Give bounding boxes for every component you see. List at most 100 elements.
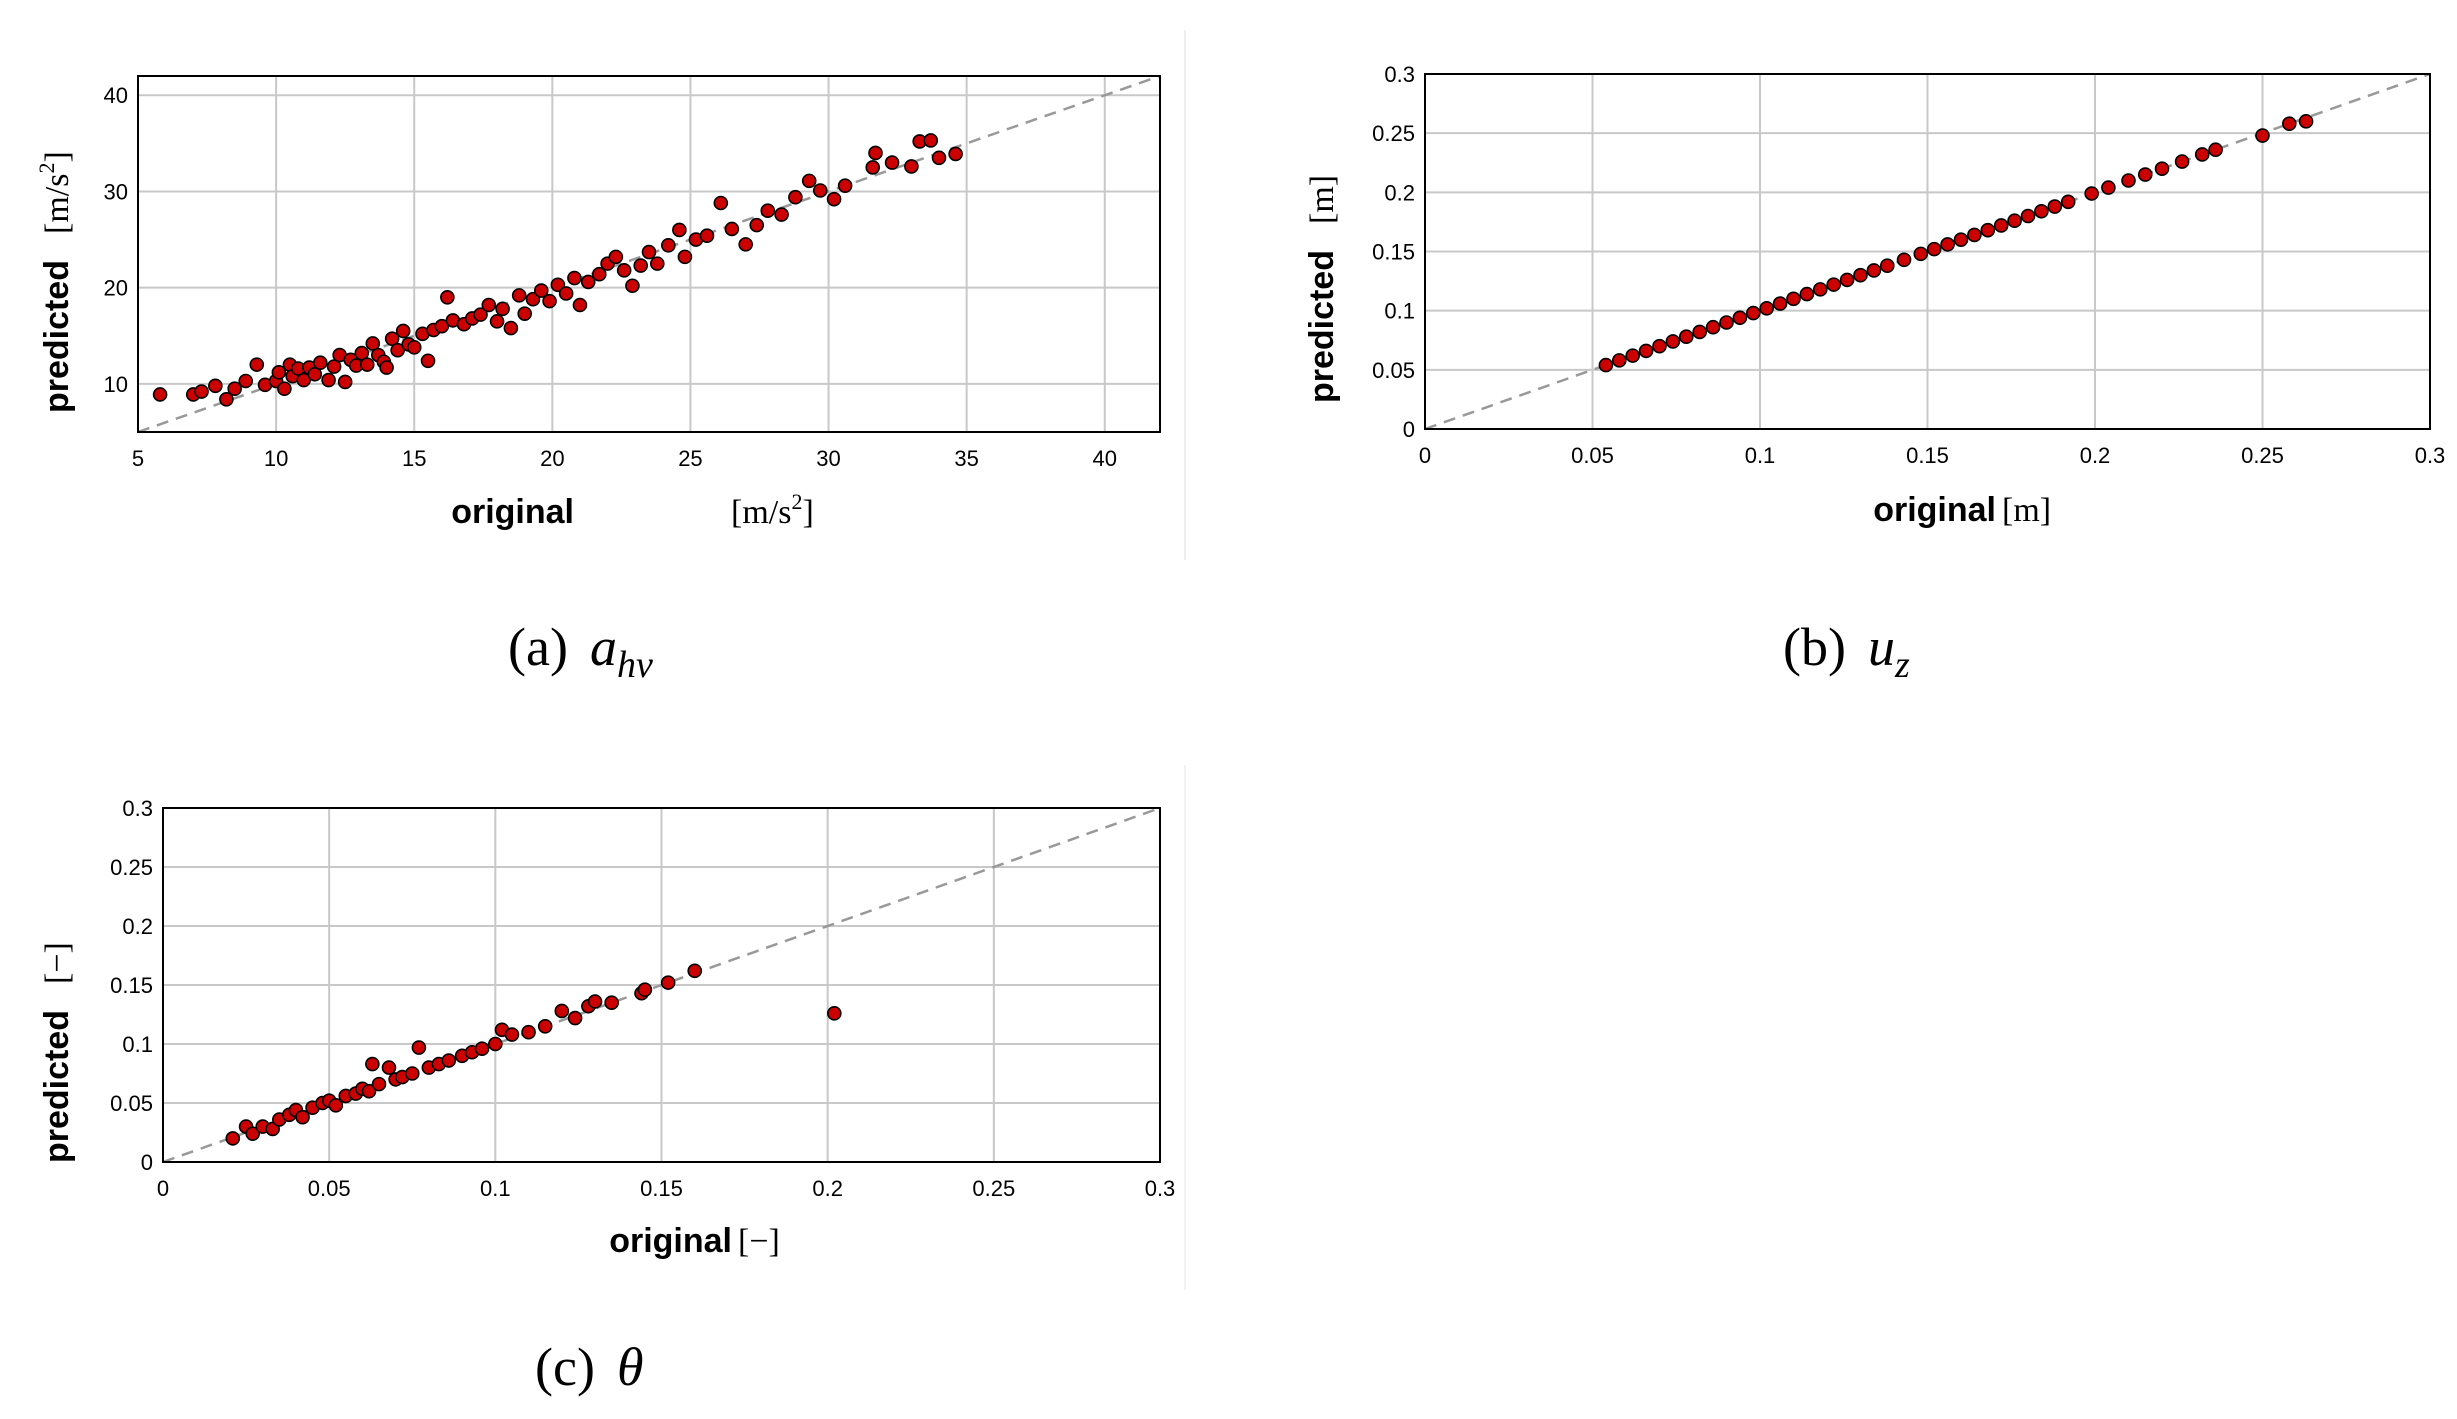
x-tick-label: 0.3 (2415, 443, 2446, 468)
data-point (381, 1060, 397, 1075)
data-point (649, 256, 665, 271)
x-tick-label: 0.2 (2080, 443, 2111, 468)
x-axis-label: original (451, 493, 574, 531)
x-tick-label: 25 (678, 446, 702, 471)
data-point (550, 277, 566, 293)
x-tick-label: 0.15 (1906, 443, 1949, 468)
data-point (774, 207, 789, 222)
data-point (1940, 237, 1955, 252)
data-point (2208, 142, 2223, 158)
data-point (249, 357, 265, 372)
data-point (660, 975, 676, 990)
data-point (884, 155, 900, 170)
data-point (827, 1006, 842, 1021)
x-tick-label: 0 (1419, 443, 1431, 468)
data-point (1980, 222, 1996, 238)
data-point (677, 249, 693, 265)
data-point (371, 1076, 387, 1092)
data-point (633, 258, 649, 273)
data-point (271, 365, 287, 380)
y-tick-label: 0.25 (110, 855, 153, 880)
data-point (1625, 348, 1640, 363)
data-point (441, 1053, 457, 1068)
data-point (865, 160, 881, 175)
x-tick-label: 40 (1093, 446, 1117, 471)
x-tick-label: 0.2 (812, 1176, 843, 1201)
data-point (337, 374, 353, 390)
data-point (411, 1040, 427, 1055)
data-point (724, 221, 740, 237)
data-point (2137, 167, 2153, 182)
data-point (1719, 315, 1734, 330)
data-point (481, 297, 497, 313)
caption-a: (a) ahv (508, 617, 653, 686)
plot-frame (1424, 73, 2431, 430)
data-point (307, 366, 323, 382)
data-point (354, 345, 370, 361)
data-point (826, 191, 842, 207)
data-point (2020, 208, 2036, 224)
data-point (1813, 282, 1828, 297)
data-point (1896, 252, 1912, 268)
data-point (390, 342, 405, 358)
x-tick-label: 15 (402, 446, 426, 471)
x-tick-label: 0.25 (2241, 443, 2284, 468)
x-tick-label: 0 (157, 1176, 169, 1201)
data-point (379, 360, 394, 375)
data-point (328, 1098, 344, 1113)
x-tick-label: 0.05 (1571, 443, 1614, 468)
data-point (2255, 128, 2270, 143)
data-point (591, 266, 607, 282)
y-tick-label: 0.2 (1384, 180, 1415, 205)
data-point (625, 278, 640, 294)
data-point (219, 391, 234, 407)
data-point (2084, 186, 2099, 201)
caption-c: (c) θ (535, 1337, 643, 1397)
data-point (1853, 267, 1868, 283)
data-point (245, 1126, 261, 1141)
data-point (687, 963, 703, 979)
data-point (152, 387, 168, 402)
data-point (521, 1024, 536, 1040)
data-point (661, 238, 676, 253)
data-point (760, 203, 776, 219)
y-tick-label: 0.05 (1372, 358, 1415, 383)
data-point (1746, 305, 1761, 321)
data-point (321, 372, 336, 388)
data-point (295, 1109, 310, 1125)
data-point (604, 995, 619, 1011)
y-axis-unit: [m/s2] (34, 151, 76, 234)
x-tick-label: 20 (540, 446, 564, 471)
x-tick-label: 0.1 (1745, 443, 1776, 468)
data-point (395, 323, 411, 339)
data-point (1826, 277, 1841, 292)
data-point (2047, 199, 2063, 214)
data-point (495, 301, 510, 317)
data-point (1866, 263, 1882, 278)
y-tick-label: 0.15 (1372, 240, 1415, 265)
data-point (2154, 161, 2170, 176)
y-tick-label: 20 (104, 276, 128, 301)
y-tick-label: 10 (104, 372, 128, 397)
data-point (837, 178, 853, 193)
data-point (904, 159, 919, 174)
x-tick-label: 0.25 (972, 1176, 1015, 1201)
data-point (365, 336, 381, 351)
x-axis-unit: [m/s2] (731, 489, 814, 531)
y-tick-label: 0.3 (1384, 62, 1415, 87)
x-tick-label: 0.15 (640, 1176, 683, 1201)
data-point (1598, 357, 1614, 373)
data-point (1759, 300, 1774, 316)
x-tick-label: 0.3 (1145, 1176, 1176, 1201)
data-point (1705, 319, 1721, 335)
data-point (488, 1036, 503, 1052)
chart-panel-b: 0 0.05 0.1 0.15 0.2 0.25 0.3 0 0.05 0.1 0.15 0.2 0.… (1303, 62, 2445, 686)
data-point (533, 283, 549, 298)
y-tick-label: 0 (1403, 417, 1415, 442)
data-point (1799, 286, 1815, 302)
y-tick-label: 0.1 (122, 1032, 153, 1057)
y-tick-label: 0 (141, 1150, 153, 1175)
data-point (326, 359, 342, 374)
data-point (489, 314, 505, 329)
